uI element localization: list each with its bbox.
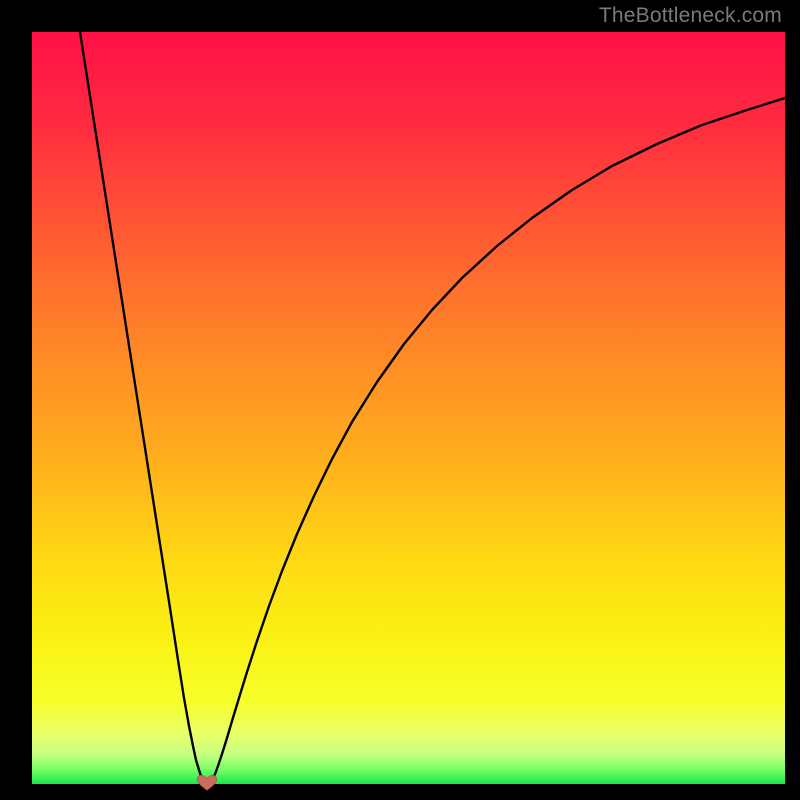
heart-path: [197, 775, 216, 790]
curve-path: [80, 32, 785, 781]
plot-area: [32, 32, 785, 784]
curve-svg: [32, 32, 785, 784]
marker-heart-icon: [196, 771, 218, 793]
chart-container: TheBottleneck.com: [0, 0, 800, 800]
watermark-text: TheBottleneck.com: [599, 4, 782, 28]
